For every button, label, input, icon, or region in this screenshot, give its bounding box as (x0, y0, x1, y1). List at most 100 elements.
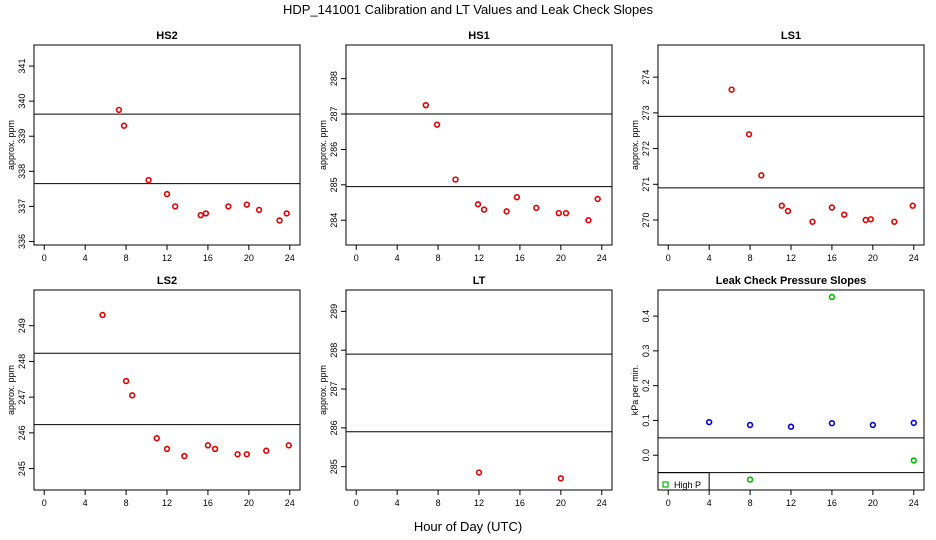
y-tick-label: 246 (17, 425, 27, 440)
y-tick-label: 0.0 (641, 449, 651, 462)
y-axis-label: approx. ppm (630, 120, 640, 170)
panel-title: LS2 (157, 275, 177, 287)
x-tick-label: 12 (474, 498, 484, 508)
y-tick-label: 285 (329, 459, 339, 474)
x-tick-label: 16 (827, 498, 837, 508)
y-tick-label: 271 (641, 177, 651, 192)
y-tick-label: 338 (17, 164, 27, 179)
x-tick-label: 12 (786, 253, 796, 263)
data-point (594, 195, 601, 203)
x-tick-label: 24 (597, 498, 607, 508)
data-point (197, 211, 204, 219)
x-tick-label: 0 (42, 253, 47, 263)
y-tick-label: 0.3 (641, 345, 651, 358)
y-tick-label: 270 (641, 212, 651, 227)
data-point (840, 211, 848, 218)
y-axis-label: kPa per min. (630, 365, 640, 416)
data-point (867, 216, 874, 223)
data-point (283, 210, 290, 217)
x-tick-label: 20 (556, 498, 566, 508)
y-tick-label: 339 (17, 129, 27, 144)
y-tick-label: 0.4 (641, 310, 651, 323)
panel-title: HS2 (156, 30, 177, 42)
data-point (728, 86, 735, 93)
data-point (474, 201, 482, 208)
legend-marker (662, 481, 669, 488)
panel-title: LT (473, 275, 486, 287)
data-point (422, 101, 429, 109)
data-point (243, 451, 251, 458)
x-tick-label: 8 (748, 498, 753, 508)
data-point (204, 442, 212, 449)
plot-frame (345, 289, 613, 491)
x-tick-label: 12 (162, 498, 172, 508)
data-point (513, 194, 521, 201)
data-point (746, 421, 754, 429)
x-tick-label: 24 (285, 253, 295, 263)
data-point (263, 447, 270, 454)
figure-xlabel: Hour of Day (UTC) (414, 519, 522, 534)
x-tick-label: 4 (707, 498, 712, 508)
data-point (234, 451, 241, 458)
x-tick-label: 0 (666, 253, 671, 263)
x-tick-label: 0 (354, 498, 359, 508)
data-point (153, 435, 160, 442)
x-tick-label: 24 (285, 498, 295, 508)
legend-box (657, 472, 710, 491)
data-point (285, 442, 292, 449)
data-point (202, 210, 210, 217)
x-tick-label: 24 (909, 253, 919, 263)
x-tick-label: 8 (436, 498, 441, 508)
x-tick-label: 4 (395, 498, 400, 508)
panel-1: HS2 0 4 8 12 16 20 24 336 337 338 339 340 341 approx. … (6, 30, 301, 263)
y-tick-label: 247 (17, 390, 27, 405)
data-point (171, 203, 179, 210)
plot-frame (33, 44, 301, 246)
data-point (163, 445, 171, 453)
data-point (828, 204, 836, 211)
plot-frame (657, 44, 925, 246)
plot-frame (33, 289, 301, 491)
y-tick-label: 287 (329, 107, 339, 122)
data-point (503, 208, 510, 215)
x-tick-label: 8 (436, 253, 441, 263)
x-tick-label: 16 (203, 498, 213, 508)
data-point (243, 201, 251, 208)
y-tick-label: 0.2 (641, 379, 651, 392)
x-tick-label: 12 (162, 253, 172, 263)
data-point (585, 217, 592, 224)
x-tick-label: 0 (666, 498, 671, 508)
y-tick-label: 340 (17, 94, 27, 109)
x-tick-label: 4 (707, 253, 712, 263)
data-point (555, 209, 562, 217)
data-point (891, 218, 898, 225)
data-point (869, 421, 877, 429)
panel-title: Leak Check Pressure Slopes (716, 275, 866, 287)
y-tick-label: 289 (329, 304, 339, 319)
data-point (225, 203, 232, 210)
data-point (910, 457, 917, 464)
data-point (828, 420, 836, 427)
x-tick-label: 16 (203, 253, 213, 263)
panel-2: HS1 0 4 8 12 16 20 24 284 285 286 287 288 approx. ppm (318, 30, 613, 263)
y-tick-label: 341 (17, 59, 27, 74)
panel-title: HS1 (468, 30, 489, 42)
x-tick-label: 8 (748, 253, 753, 263)
y-tick-label: 286 (329, 420, 339, 435)
x-tick-label: 24 (909, 498, 919, 508)
y-tick-label: 285 (329, 177, 339, 192)
data-point (745, 131, 753, 138)
data-point (211, 445, 219, 453)
y-axis-label: approx. ppm (318, 120, 328, 170)
y-tick-label: 245 (17, 461, 27, 476)
y-tick-label: 272 (641, 141, 651, 156)
panel-6: Leak Check Pressure Slopes 0 4 8 12 16 20 24 0.0… (630, 275, 925, 508)
x-tick-label: 0 (42, 498, 47, 508)
data-point (255, 206, 263, 214)
y-tick-label: 0.1 (641, 414, 651, 427)
data-point (787, 423, 795, 430)
x-tick-label: 8 (124, 498, 129, 508)
y-axis-label: approx. ppm (6, 365, 16, 415)
data-point (909, 202, 916, 209)
panel-4: LS2 0 4 8 12 16 20 24 245 246 247 248 249 approx. ppm (6, 275, 301, 508)
